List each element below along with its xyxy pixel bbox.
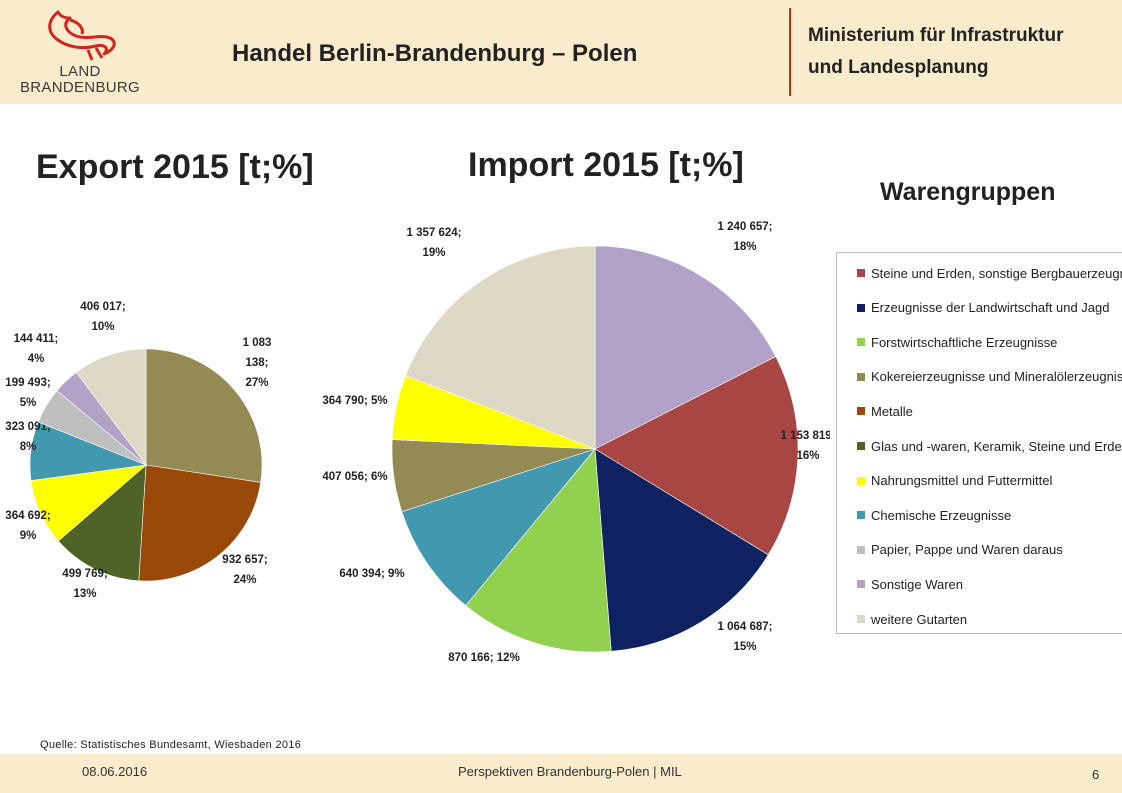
legend-swatch <box>857 580 865 589</box>
legend-swatch <box>857 511 865 520</box>
import-slice <box>594 356 799 556</box>
legend-label: Chemische Erzeugnisse <box>871 507 1012 523</box>
legend-swatch <box>857 545 865 554</box>
legend-title: Warengruppen <box>880 178 1056 206</box>
eagle-icon <box>48 10 116 61</box>
ministry-name: Ministerium für Infrastruktur und Landes… <box>808 20 1063 84</box>
import-slice <box>594 245 777 450</box>
import-slice-label: 1 357 624; 19% <box>407 227 462 259</box>
legend-item: Metalle <box>857 401 913 421</box>
export-slice-label: 323 091; 8% <box>5 421 50 453</box>
legend-label: Metalle <box>871 403 913 419</box>
legend-item: Erzeugnisse der Landwirtschaft und Jagd <box>857 298 1109 318</box>
import-slice-label: 1 240 657; 18% <box>718 221 773 253</box>
source-note: Quelle: Statistisches Bundesamt, Wiesbad… <box>40 739 302 751</box>
export-slice-label: 364 692; 9% <box>5 510 50 542</box>
export-chart-title: Export 2015 [t;%] <box>36 148 314 186</box>
legend-label: Papier, Pappe und Waren daraus <box>871 542 1063 558</box>
footer-title: Perspektiven Brandenburg-Polen | MIL <box>458 764 682 779</box>
import-slice-label: 364 790; 5% <box>322 395 387 407</box>
legend-label: Glas und -waren, Keramik, Steine und Erd… <box>871 438 1122 454</box>
ministry-line2: und Landesplanung <box>808 57 989 78</box>
export-slice-label: 406 017; 10% <box>80 301 125 333</box>
import-slice-label: 1 064 687; 15% <box>718 621 773 653</box>
page-title: Handel Berlin-Brandenburg – Polen <box>232 40 638 67</box>
page-number: 6 <box>1092 767 1100 782</box>
import-slice-label: 640 394; 9% <box>339 568 404 580</box>
legend-label: Kokereierzeugnisse und Mineralölerzeugni… <box>871 369 1122 385</box>
legend-label: Nahrungsmittel und Futtermittel <box>871 473 1053 489</box>
export-slice-label: 932 657; 24% <box>222 554 267 586</box>
legend-label: Erzeugnisse der Landwirtschaft und Jagd <box>871 300 1110 316</box>
logo-text-line1: LAND <box>59 63 101 80</box>
export-slice-label: 144 411; 4% <box>14 333 59 365</box>
import-slice-label: 407 056; 6% <box>322 471 387 483</box>
legend-swatch <box>857 338 865 347</box>
import-chart-title: Import 2015 [t;%] <box>468 146 744 184</box>
legend-label: Sonstige Waren <box>871 576 964 592</box>
export-slice-label: 499 769; 13% <box>62 568 107 600</box>
ministry-line1: Ministerium für Infrastruktur <box>808 25 1064 46</box>
legend-label: weitere Gutarten <box>871 611 968 627</box>
legend-swatch <box>857 442 865 450</box>
import-slice-label: 1 153 819; 16% <box>781 430 831 462</box>
logo-text-line2: BRANDENBURG <box>20 79 140 96</box>
legend-item: Chemische Erzeugnisse <box>857 505 1011 525</box>
legend-item: weitere Gutarten <box>857 609 967 629</box>
legend-item: Forstwirtschaftliche Erzeugnisse <box>857 332 1057 352</box>
legend-item: Glas und -waren, Keramik, Steine und Erd… <box>857 436 1122 456</box>
legend-item: Kokereierzeugnisse und Mineralölerzeugni… <box>857 367 1122 387</box>
legend-item: Papier, Pappe und Waren daraus <box>857 540 1063 560</box>
legend-swatch <box>857 476 865 485</box>
legend-item: Nahrungsmittel und Futtermittel <box>857 471 1052 491</box>
export-slice <box>75 348 147 466</box>
import-slice <box>401 448 596 606</box>
footer-date: 08.06.2016 <box>82 764 148 779</box>
legend-item: Steine und Erden, sonstige Bergbauerzeug… <box>857 263 1122 283</box>
slide-header: LAND BRANDENBURG Handel Berlin-Brandenbu… <box>0 0 1122 104</box>
import-slice <box>465 448 612 653</box>
export-slice <box>145 348 263 483</box>
legend-label: Forstwirtschaftliche Erzeugnisse <box>871 334 1058 350</box>
pie-charts: 1 083 138; 27% 932 657; 24% 499 769; 13% 364 69… <box>5 221 831 664</box>
legend-label: Steine und Erden, sonstige Bergbauerzeug… <box>871 265 1122 281</box>
export-slice-label: 199 493; 5% <box>5 377 50 409</box>
legend: Steine und Erden, sonstige Bergbauerzeug… <box>836 252 1122 634</box>
header-divider <box>789 8 791 96</box>
slide-footer: 08.06.2016 Perspektiven Brandenburg-Pole… <box>0 754 1122 793</box>
export-slice <box>138 464 262 582</box>
import-slice <box>405 245 596 450</box>
legend-swatch <box>857 372 865 381</box>
legend-swatch <box>857 615 865 623</box>
legend-swatch <box>857 303 865 312</box>
legend-item: Sonstige Waren <box>857 574 963 594</box>
legend-swatch <box>857 407 865 416</box>
import-slice-label: 870 166; 12% <box>448 652 520 664</box>
import-slice <box>594 448 769 652</box>
land-brandenburg-logo: LAND BRANDENBURG <box>18 6 142 98</box>
export-slice-label: 1 083 138; 27% <box>243 337 272 389</box>
legend-swatch <box>857 269 865 277</box>
export-slice <box>57 464 147 582</box>
